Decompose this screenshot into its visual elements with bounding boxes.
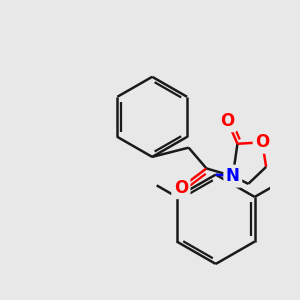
Text: O: O: [174, 179, 188, 197]
Text: O: O: [255, 133, 269, 151]
Text: O: O: [220, 112, 235, 130]
Text: N: N: [226, 167, 240, 185]
